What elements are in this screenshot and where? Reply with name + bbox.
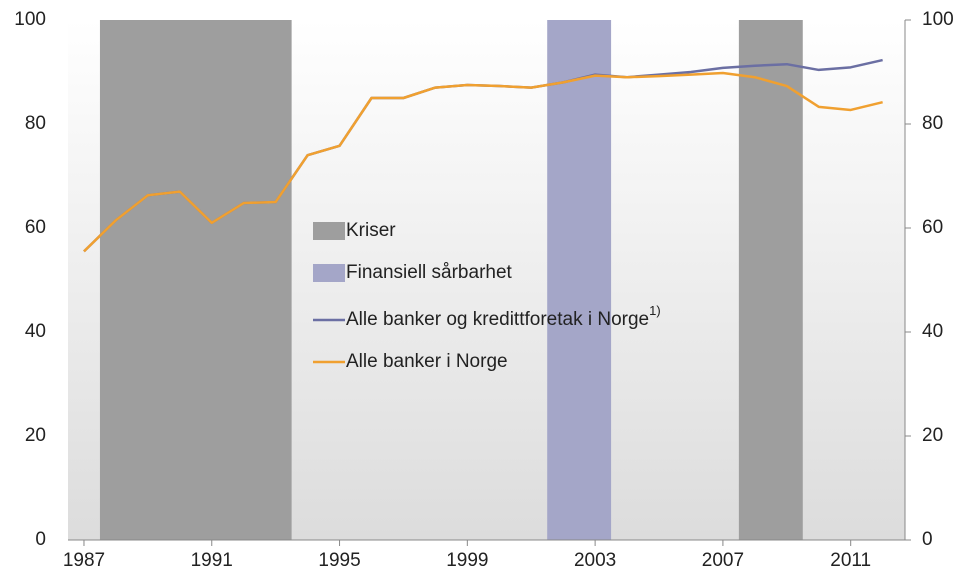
y-tick-label: 0 (35, 529, 46, 550)
x-tick-label: 2007 (702, 550, 744, 571)
legend-label: Finansiell sårbarhet (346, 262, 513, 283)
shaded-region (547, 20, 612, 540)
legend-swatch (313, 264, 345, 282)
x-tick-label: 1987 (63, 550, 105, 571)
x-tick-label: 1995 (318, 550, 360, 571)
y-tick-label: 80 (25, 113, 46, 134)
y2-tick-label: 40 (922, 321, 943, 342)
legend-label: Kriser (346, 220, 396, 241)
shaded-region (99, 20, 292, 540)
series-line (83, 71, 883, 253)
y-tick-label: 20 (25, 425, 46, 446)
x-tick-label: 2003 (574, 550, 616, 571)
y2-tick-label: 80 (922, 113, 943, 134)
y-tick-label: 100 (14, 9, 46, 30)
x-tick-label: 1991 (191, 550, 233, 571)
x-tick-label: 1999 (446, 550, 488, 571)
y2-tick-label: 100 (922, 9, 954, 30)
y-tick-label: 40 (25, 321, 46, 342)
legend-label: Alle banker i Norge (346, 351, 508, 372)
legend-label: Alle banker og kredittforetak i Norge1) (346, 303, 661, 330)
y-tick-label: 60 (25, 217, 46, 238)
legend-label-text: Alle banker i Norge (346, 351, 508, 372)
y2-tick-label: 20 (922, 425, 943, 446)
shaded-region (738, 20, 803, 540)
legend-swatch (313, 222, 345, 240)
legend-label-text: Alle banker og kredittforetak i Norge (346, 309, 649, 330)
y2-tick-label: 0 (922, 529, 933, 550)
y2-tick-label: 60 (922, 217, 943, 238)
x-tick-label: 2011 (830, 550, 871, 571)
legend-label-superscript: 1) (649, 303, 661, 318)
